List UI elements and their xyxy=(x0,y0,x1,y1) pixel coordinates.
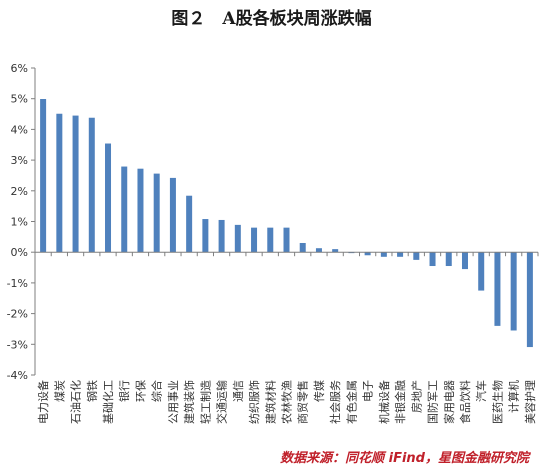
bar-传媒 xyxy=(315,248,322,253)
y-tick-label: 1% xyxy=(11,216,28,229)
bar-纺织服饰 xyxy=(251,227,258,253)
x-axis: 电力设备 煤炭 石油石化 钢铁 基础化工 银行 环保 综合 公用事业 建筑装饰 轻工制造 交通运输 通信… xyxy=(34,251,539,424)
y-axis: -4% -3% -2% -1% 0% 1% 2% 3% 4% 5% 6% xyxy=(7,62,36,382)
bar-机械设备 xyxy=(380,252,387,257)
x-tick-label: 轻工制造 xyxy=(198,380,212,424)
x-tick-label: 综合 xyxy=(150,380,164,402)
x-tick-label: 通信 xyxy=(232,380,245,402)
bar-家用电器 xyxy=(445,252,452,267)
bar-钢铁 xyxy=(88,117,95,253)
bars-group xyxy=(40,99,533,348)
y-tick-label: 3% xyxy=(11,154,28,167)
bar-国防军工 xyxy=(429,252,436,267)
x-tick-label: 商贸零售 xyxy=(296,380,310,424)
x-tick-label: 建筑材料 xyxy=(263,380,277,424)
x-tick-label: 机械设备 xyxy=(377,380,391,424)
y-tick-label: 6% xyxy=(11,62,28,75)
x-tick-label: 煤炭 xyxy=(53,380,66,402)
x-tick-label: 建筑装饰 xyxy=(182,380,196,424)
bar-煤炭 xyxy=(56,113,63,253)
x-tick-label: 汽车 xyxy=(474,380,488,402)
bar-美容护理 xyxy=(526,252,533,348)
x-tick-label: 计算机 xyxy=(507,380,521,413)
bar-轻工制造 xyxy=(202,219,209,253)
x-tick-label: 医药生物 xyxy=(490,380,504,424)
bar-计算机 xyxy=(510,252,517,331)
x-tick-label: 公用事业 xyxy=(167,380,180,424)
bar-石油石化 xyxy=(72,115,79,253)
bar-基础化工 xyxy=(105,143,112,253)
y-tick-label: -2% xyxy=(7,308,28,321)
x-tick-label: 食品饮料 xyxy=(458,380,472,424)
figure-title: 图２ A股各板块周涨跌幅 xyxy=(171,9,372,29)
x-tick-label: 钢铁 xyxy=(86,380,99,402)
x-tick-label: 传媒 xyxy=(313,380,326,402)
bar-医药生物 xyxy=(494,252,501,326)
bar-电力设备 xyxy=(40,99,47,253)
y-tick-label: -3% xyxy=(7,338,28,351)
x-tick-label: 环保 xyxy=(133,380,147,402)
y-tick-label: 2% xyxy=(11,185,28,198)
x-tick-label: 电力设备 xyxy=(36,380,50,424)
bar-农林牧渔 xyxy=(283,227,290,253)
x-tick-label: 国防军工 xyxy=(426,380,440,424)
bar-汽车 xyxy=(478,252,485,291)
x-tick-label: 交通运输 xyxy=(215,380,229,424)
bar-建筑材料 xyxy=(267,227,274,253)
bar-社会服务 xyxy=(332,249,339,253)
bar-银行 xyxy=(121,166,128,253)
bar-通信 xyxy=(234,224,241,253)
bar-建筑装饰 xyxy=(186,195,193,253)
bar-交通运输 xyxy=(218,219,225,253)
x-tick-label: 纺织服饰 xyxy=(247,380,261,424)
bar-公用事业 xyxy=(169,177,176,253)
x-tick-label: 农林牧渔 xyxy=(280,380,294,424)
x-tick-label: 基础化工 xyxy=(101,380,115,424)
y-tick-label: -4% xyxy=(7,369,28,382)
x-tick-label: 银行 xyxy=(117,380,131,402)
x-tick-label: 家用电器 xyxy=(442,380,456,424)
bar-环保 xyxy=(137,168,144,253)
x-tick-label: 房地产 xyxy=(409,380,423,413)
y-tick-label: -1% xyxy=(7,277,28,290)
bar-房地产 xyxy=(413,252,420,260)
y-tick-label: 0% xyxy=(11,246,28,259)
bar-食品饮料 xyxy=(461,252,468,270)
bar-非银金融 xyxy=(397,252,404,257)
x-tick-label: 有色金属 xyxy=(344,380,358,424)
y-tick-label: 4% xyxy=(11,123,28,136)
y-tick-label: 5% xyxy=(11,93,28,106)
x-tick-label: 非银金融 xyxy=(393,380,407,424)
bar-电子 xyxy=(364,252,371,256)
data-source-note: 数据来源：同花顺 iFind，星图金融研究院 xyxy=(280,451,529,466)
bar-综合 xyxy=(153,173,160,253)
x-tick-label: 社会服务 xyxy=(328,380,342,424)
x-tick-label: 石油石化 xyxy=(69,380,83,424)
bar-商贸零售 xyxy=(299,242,306,253)
x-tick-label: 电子 xyxy=(362,380,375,402)
x-tick-label: 美容护理 xyxy=(523,380,537,424)
